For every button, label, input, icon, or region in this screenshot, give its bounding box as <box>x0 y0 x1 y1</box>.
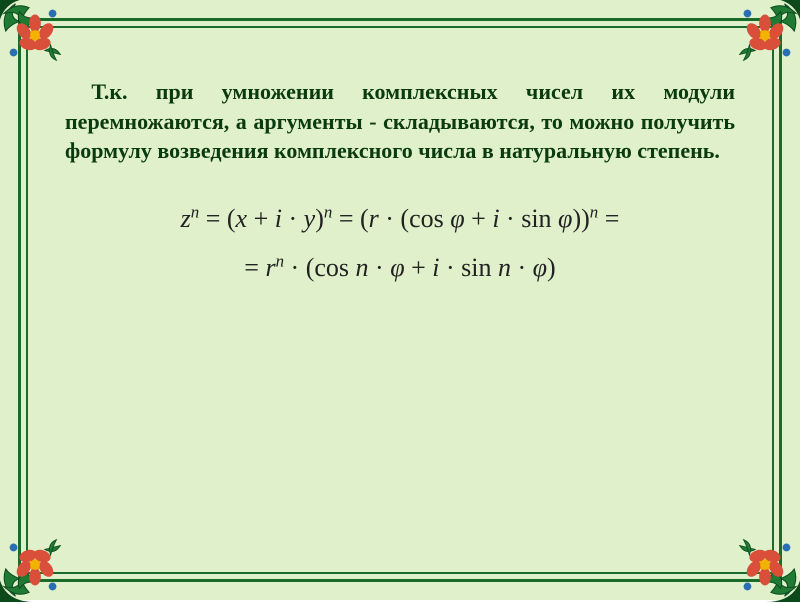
formula-line-2: = rn · (cos n · φ + i · sin n · φ) <box>65 243 735 292</box>
corner-ornament-tr <box>726 0 800 74</box>
corner-ornament-br <box>726 526 800 604</box>
content-area: Т.к. при умножении комплексных чисел их … <box>65 55 735 293</box>
formula-line-1: zn = (x + i · y)n = (r · (cos φ + i · si… <box>65 194 735 243</box>
corner-ornament-tl <box>0 0 74 74</box>
formula-block: zn = (x + i · y)n = (r · (cos φ + i · si… <box>65 194 735 293</box>
slide-container: Т.к. при умножении комплексных чисел их … <box>0 0 800 600</box>
corner-ornament-bl <box>0 526 74 604</box>
body-paragraph: Т.к. при умножении комплексных чисел их … <box>65 77 735 166</box>
